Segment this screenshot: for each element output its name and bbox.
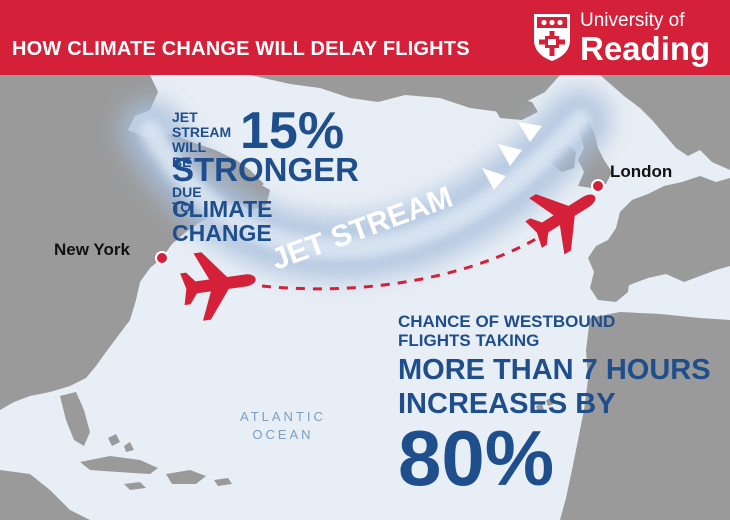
jet-stream-core: [139, 109, 591, 260]
university-logo: University of Reading: [532, 6, 722, 70]
jet-stat-line2: STREAM: [172, 124, 232, 140]
arrow-chevron-icon: [482, 168, 506, 190]
ocean-label-line1: ATLANTIC: [240, 409, 326, 424]
jet-stat-percent: 15%: [240, 102, 345, 160]
land-florida: [60, 392, 90, 446]
land-scandinavia: [600, 75, 730, 170]
jet-stat-climate: CLIMATE CHANGE: [172, 196, 273, 246]
arrow-chevron-icon: [498, 144, 522, 166]
logo-text-line1: University of: [580, 10, 685, 31]
land-canaries: [536, 398, 554, 412]
jet-stat-due-to: DUE TO: [172, 184, 202, 215]
city-marker-icon: [155, 251, 169, 265]
university-shield-icon: [534, 14, 570, 61]
land-africa: [560, 312, 730, 520]
delay-stat-line2: FLIGHTS TAKING: [398, 331, 540, 350]
delay-stat-line1: CHANCE OF WESTBOUND: [398, 312, 616, 331]
city-label-new-york: New York: [54, 240, 130, 259]
arrow-chevron-icon: [518, 122, 542, 142]
jet-stat-line1: JET: [172, 109, 198, 125]
land-iberia: [590, 266, 630, 302]
land-iceland: [492, 98, 538, 120]
ocean-label: ATLANTIC OCEAN: [240, 408, 326, 444]
land-jamaica: [124, 482, 146, 490]
delay-stat-line4: INCREASES BY: [398, 388, 616, 420]
delay-stat-line3: MORE THAN 7 HOURS: [398, 354, 711, 386]
city-label-london: London: [610, 162, 673, 181]
jet-stat-stronger: STRONGER: [172, 151, 360, 188]
land-europe: [588, 176, 730, 292]
header-bar: HOW CLIMATE CHANGE WILL DELAY FLIGHTS Un…: [0, 0, 730, 75]
land-greenland: [250, 75, 560, 112]
delay-stat-percent: 80%: [398, 414, 555, 502]
land-hispaniola: [166, 470, 206, 484]
jet-stat-line3: WILL BE: [172, 139, 206, 170]
page-title: HOW CLIMATE CHANGE WILL DELAY FLIGHTS: [12, 38, 470, 60]
land-cuba: [80, 456, 158, 474]
land-bahamas: [108, 434, 134, 452]
land-puerto-rico: [214, 478, 232, 486]
ocean-label-line2: OCEAN: [252, 427, 314, 442]
land-central-america: [0, 470, 90, 520]
flight-path: [261, 230, 549, 291]
city-marker-icon: [591, 179, 605, 193]
logo-text-line2: Reading: [580, 30, 711, 67]
